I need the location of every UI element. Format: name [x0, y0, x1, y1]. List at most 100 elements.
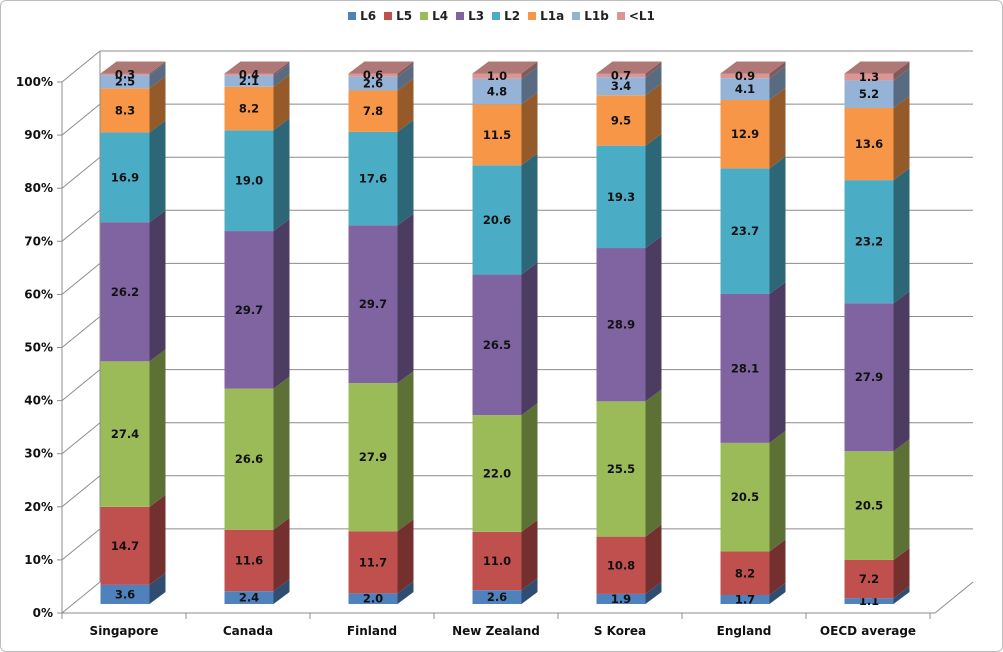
bar-segment-l3: 29.7	[224, 219, 290, 389]
bar-segment-l1a: 8.2	[224, 74, 290, 131]
bar-segment-l3: 27.9	[844, 291, 910, 452]
bar-side	[769, 582, 786, 604]
y-tick-label: 40%	[24, 394, 53, 408]
bar-front	[596, 145, 646, 249]
legend-label: L2	[504, 9, 521, 23]
data-label: 27.4	[111, 427, 139, 441]
bar-side	[273, 517, 290, 592]
bar-stack: 2.4 11.6 26.6 29.7 19.0 8.2 2.10.4	[224, 61, 290, 605]
bar-side	[521, 578, 538, 604]
bar-segment-l2: 19.3	[596, 133, 662, 249]
bar-front	[720, 73, 770, 79]
y-tick-label: 100%	[16, 75, 53, 89]
legend-item: L1b	[572, 9, 609, 23]
data-label: 13.6	[855, 137, 883, 151]
legend: L6 L5 L4 L3 L2 L1a L1b <L1	[0, 9, 1003, 23]
bar-side	[769, 156, 786, 294]
y-tick-label: 50%	[24, 341, 53, 355]
bar-segment-l4: 27.9	[348, 371, 414, 532]
bar-front	[100, 75, 150, 89]
bar-front	[100, 132, 150, 223]
bar-front	[348, 383, 398, 532]
floor-edge	[934, 581, 974, 614]
data-label: 16.9	[111, 170, 139, 184]
bar-top	[348, 61, 414, 74]
bar-side	[645, 65, 662, 96]
data-label: 3.4	[611, 79, 631, 93]
gridline-side	[61, 528, 101, 561]
gridline-side	[61, 581, 101, 614]
bar-side	[769, 539, 786, 595]
legend-label: L5	[396, 9, 413, 23]
bar-side	[273, 63, 290, 87]
legend-swatch	[420, 12, 429, 20]
data-label: 3.6	[115, 587, 135, 601]
bar-top	[100, 61, 166, 74]
gridline-side	[61, 316, 101, 348]
bar-front	[720, 442, 770, 552]
bar-segment-l4: 25.5	[596, 389, 662, 537]
data-label: 9.5	[611, 113, 631, 127]
bar-segment-l6: 1.7	[720, 582, 786, 606]
x-category-label: England	[717, 624, 772, 638]
bar-front	[472, 531, 522, 591]
bar-stack: 1.17.220.527.923.213.65.21.3	[844, 61, 910, 608]
bar-side	[521, 61, 538, 79]
gridline-side	[61, 50, 101, 83]
bar-side	[273, 74, 290, 131]
data-label: 23.7	[731, 224, 759, 238]
bar-front	[472, 104, 522, 166]
bar-front	[596, 77, 646, 96]
bar-side	[893, 61, 910, 81]
bar-segment-l5: 14.7	[100, 494, 166, 585]
bar-side	[273, 376, 290, 530]
y-tick-label: 0%	[33, 606, 53, 620]
bar-segment-l6: 2.4	[224, 579, 290, 605]
data-label: 28.1	[731, 361, 759, 375]
x-category-label: Singapore	[90, 624, 159, 638]
data-label: 22.0	[483, 466, 511, 480]
bar-segment-l2: 23.2	[844, 168, 910, 304]
bar-segment-l3: 26.5	[472, 262, 538, 416]
bar-stack: 2.0 11.7 27.9 29.7 17.6 7.8 2.60.6	[348, 61, 414, 606]
legend-swatch	[616, 12, 625, 20]
x-category-label: OECD average	[820, 624, 916, 638]
bar-segment-l6: 2.0	[348, 581, 414, 606]
bar-front	[224, 75, 274, 87]
bar-stack: 1.7 8.2 20.5 28.1 23.7 12.9 4.10.9	[720, 61, 786, 606]
bar-side	[893, 95, 910, 181]
bar-front	[472, 590, 522, 604]
legend-label: L3	[468, 9, 485, 23]
gridline-side	[61, 103, 101, 136]
bar-side	[397, 213, 414, 384]
y-tick-label: 70%	[24, 234, 53, 248]
bar-side	[273, 579, 290, 604]
bar-side	[521, 262, 538, 416]
data-label: 2.5	[115, 75, 135, 89]
bar-front	[348, 225, 398, 384]
bar-segment-l2: 23.7	[720, 156, 786, 294]
legend-label: L1b	[584, 9, 609, 23]
bar-side	[645, 581, 662, 604]
bar-segment-l5: 11.6	[224, 517, 290, 592]
bar-segment-below-l1: 0.9	[720, 61, 786, 83]
bar-side	[149, 210, 166, 362]
gridline-side	[61, 263, 101, 295]
data-label: 8.2	[735, 566, 755, 580]
data-label: 19.0	[235, 174, 263, 188]
data-label: 17.6	[359, 172, 387, 186]
bar-segment-l6: 2.6	[472, 578, 538, 604]
bar-segment-l4: 20.5	[844, 439, 910, 560]
legend-swatch	[492, 12, 501, 20]
bar-segment-l1a: 8.3	[100, 76, 166, 133]
data-label: 23.2	[855, 235, 883, 249]
data-label: 20.5	[731, 490, 759, 504]
bar-front	[844, 598, 894, 604]
bar-side	[893, 68, 910, 108]
bar-side	[149, 61, 166, 76]
bar-side	[893, 168, 910, 304]
data-label: 5.2	[859, 87, 879, 101]
bar-side	[769, 61, 786, 79]
data-label: 25.5	[607, 462, 635, 476]
